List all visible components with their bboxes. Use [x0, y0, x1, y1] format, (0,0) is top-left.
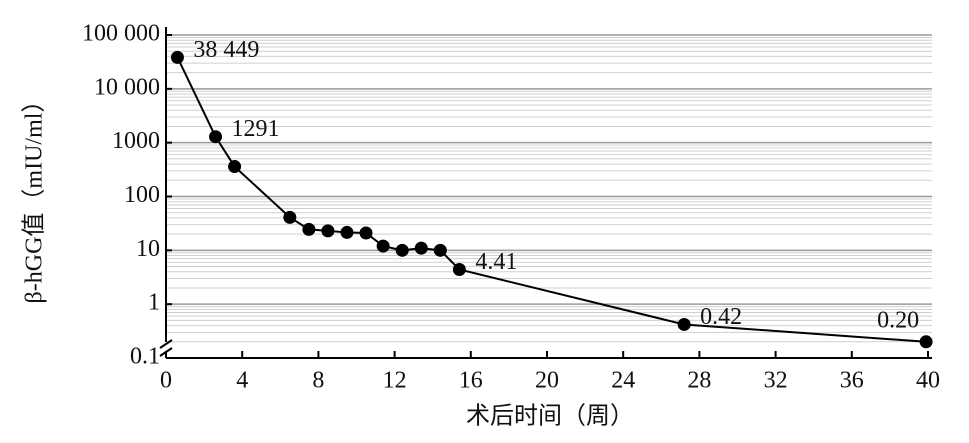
data-point — [376, 239, 390, 253]
data-label: 4.41 — [475, 249, 517, 275]
data-point — [209, 130, 223, 144]
data-point — [283, 210, 297, 224]
data-point — [359, 226, 373, 240]
data-point — [433, 243, 447, 257]
x-tick-label: 12 — [383, 368, 407, 394]
data-point — [395, 243, 409, 257]
data-point — [414, 241, 428, 255]
y-axis-title: β-hGG值（mIU/ml） — [21, 89, 48, 304]
x-tick-label: 32 — [764, 368, 788, 394]
y-tick-label: 0.1 — [130, 344, 160, 370]
data-point — [228, 160, 242, 174]
y-tick-label: 100 — [124, 182, 160, 208]
x-tick-label: 40 — [916, 368, 940, 394]
y-tick-label: 1000 — [112, 128, 160, 154]
x-tick-label: 4 — [236, 368, 248, 394]
x-tick-label: 28 — [687, 368, 711, 394]
axis-break — [159, 347, 173, 357]
data-point — [321, 224, 335, 238]
y-tick-label: 1 — [148, 290, 160, 316]
x-tick-label: 20 — [535, 368, 559, 394]
y-tick-label: 10 000 — [94, 74, 160, 100]
x-tick-label: 8 — [312, 368, 324, 394]
data-point — [919, 335, 933, 349]
x-tick-label: 36 — [840, 368, 864, 394]
x-tick-label: 0 — [160, 368, 172, 394]
data-label: 0.42 — [700, 304, 742, 330]
y-tick-label: 100 000 — [82, 21, 160, 47]
data-point — [452, 262, 466, 276]
data-point — [170, 50, 184, 64]
x-axis-title: 术后时间（周） — [466, 403, 634, 430]
data-label: 38 449 — [193, 37, 259, 63]
y-tick-label: 10 — [136, 236, 160, 262]
data-point — [677, 317, 691, 331]
data-label: 1291 — [232, 116, 280, 142]
data-label: 0.20 — [877, 307, 919, 333]
series-line — [176, 56, 927, 343]
data-point — [302, 222, 316, 236]
x-tick-label: 24 — [611, 368, 635, 394]
x-tick-label: 16 — [459, 368, 483, 394]
axis-break — [159, 339, 173, 349]
data-point — [340, 225, 354, 239]
